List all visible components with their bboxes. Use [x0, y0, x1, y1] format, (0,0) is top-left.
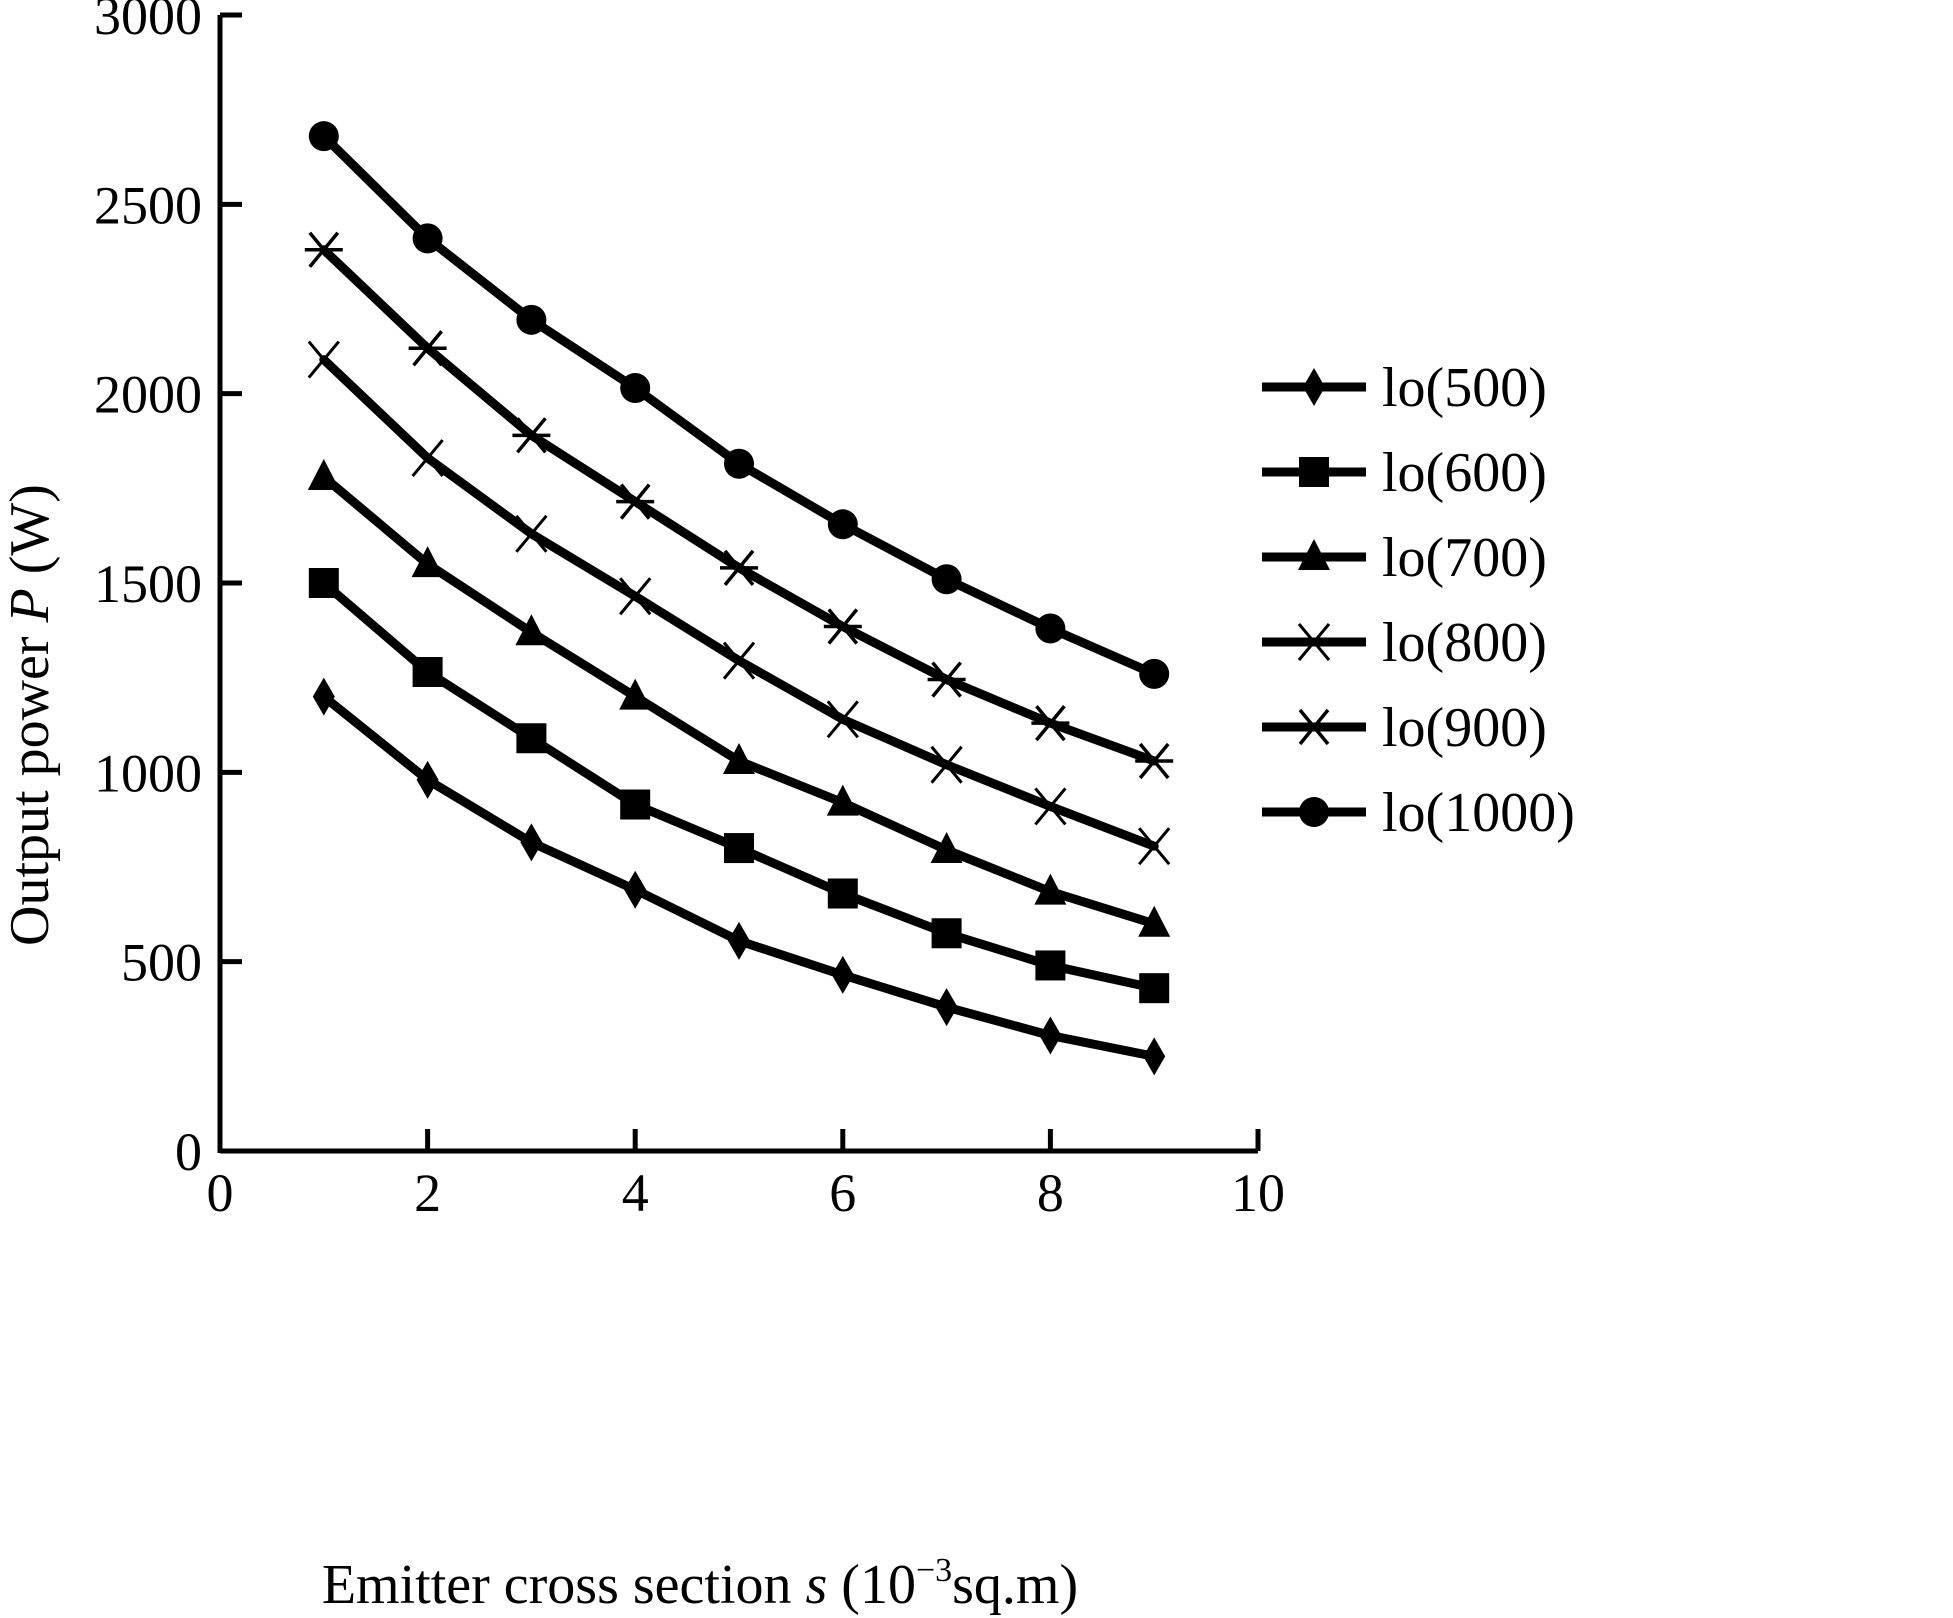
data-point — [516, 723, 547, 754]
legend-label: lo(600) — [1382, 442, 1547, 504]
y-axis-title: Output power P (W) — [0, 484, 61, 946]
data-point — [619, 678, 652, 710]
legend-item: lo(700) — [1262, 527, 1547, 589]
series-lo(600) — [308, 568, 1170, 1004]
data-point — [408, 330, 447, 367]
legend-marker — [1299, 457, 1329, 487]
data-point — [1135, 742, 1174, 780]
data-point — [412, 223, 443, 254]
legend-label: lo(900) — [1382, 697, 1547, 759]
data-point — [616, 483, 655, 520]
y-tick-label: 2500 — [94, 175, 202, 235]
x-tick-label: 0 — [207, 1163, 234, 1223]
series-layer — [304, 121, 1174, 1076]
data-point — [931, 918, 962, 949]
legend-item: lo(800) — [1262, 612, 1547, 674]
data-point — [723, 742, 755, 774]
legend-marker — [1295, 708, 1333, 746]
legend-item: lo(600) — [1262, 442, 1547, 504]
data-point — [831, 955, 854, 994]
data-point — [619, 577, 652, 616]
legend-marker — [1303, 368, 1325, 406]
data-point — [827, 878, 858, 909]
series-lo(700) — [307, 458, 1171, 937]
data-point — [722, 641, 756, 680]
y-tick-label: 500 — [121, 933, 202, 993]
y-tick-label: 3000 — [94, 0, 202, 46]
series-lo(800) — [307, 340, 1171, 866]
legend-label: lo(800) — [1382, 612, 1547, 674]
x-tick-label: 8 — [1037, 1163, 1064, 1223]
data-point — [620, 372, 651, 403]
data-point — [930, 831, 963, 863]
x-axis-title: Emitter cross section s (10−3sq.m) — [322, 1552, 1078, 1616]
data-point — [307, 340, 340, 379]
data-point — [516, 304, 547, 335]
x-tick-label: 2 — [414, 1163, 441, 1223]
y-tick-label: 0 — [175, 1122, 202, 1182]
data-point — [728, 921, 750, 960]
data-point — [620, 789, 651, 820]
data-point — [307, 458, 340, 490]
data-point — [1139, 973, 1170, 1004]
y-tick-label: 1000 — [94, 743, 202, 803]
data-point — [1034, 787, 1067, 826]
data-point — [1139, 658, 1170, 689]
x-tick-label: 10 — [1231, 1163, 1285, 1223]
data-point — [931, 564, 962, 595]
data-point — [927, 661, 966, 698]
series-lo(900) — [304, 231, 1174, 780]
legend-marker — [1298, 539, 1330, 570]
data-point — [1143, 1037, 1166, 1076]
data-point — [827, 509, 858, 540]
x-tick-label: 4 — [622, 1163, 649, 1223]
data-point — [724, 833, 754, 864]
data-point — [304, 231, 343, 268]
legend-label: lo(700) — [1382, 527, 1547, 589]
y-tick-label: 1500 — [94, 554, 202, 614]
data-point — [1138, 905, 1171, 937]
data-point — [308, 121, 339, 152]
legend-label: lo(500) — [1382, 357, 1547, 419]
data-point — [1138, 827, 1171, 866]
data-point — [1039, 1016, 1062, 1055]
data-point — [724, 448, 754, 479]
data-point — [1035, 613, 1066, 644]
legend: lo(500) lo(600) lo(700) lo(800) lo(900) lo(10… — [1262, 357, 1575, 844]
data-point — [1031, 704, 1070, 742]
data-point — [1035, 950, 1066, 981]
legend-item: lo(900) — [1262, 697, 1547, 759]
data-point — [515, 514, 548, 553]
legend-item: lo(500) — [1262, 357, 1547, 419]
data-point — [515, 614, 548, 646]
data-point — [412, 656, 443, 687]
data-point — [416, 760, 439, 799]
legend-marker — [1297, 623, 1331, 661]
data-point — [624, 870, 647, 909]
data-point — [823, 608, 862, 645]
data-point — [720, 549, 758, 586]
data-point — [312, 677, 335, 716]
legend-marker — [1299, 797, 1329, 827]
data-point — [411, 546, 444, 578]
data-point — [826, 784, 859, 816]
series-line — [319, 131, 1159, 679]
data-point — [1034, 873, 1067, 905]
data-point — [826, 700, 859, 739]
series-lo(1000) — [308, 121, 1170, 689]
axes: 0 2 4 6 8 10 0 500 1000 1500 2000 2500 3000 — [94, 0, 1285, 1223]
data-point — [308, 568, 339, 598]
data-point — [935, 988, 958, 1027]
data-point — [411, 439, 444, 478]
x-tick-label: 6 — [829, 1163, 856, 1223]
data-point — [520, 823, 543, 862]
data-point — [930, 745, 963, 784]
series-lo(500) — [312, 677, 1166, 1076]
legend-item: lo(1000) — [1262, 782, 1575, 844]
legend-label: lo(1000) — [1382, 782, 1575, 844]
y-tick-label: 2000 — [94, 365, 202, 425]
data-point — [512, 417, 551, 454]
